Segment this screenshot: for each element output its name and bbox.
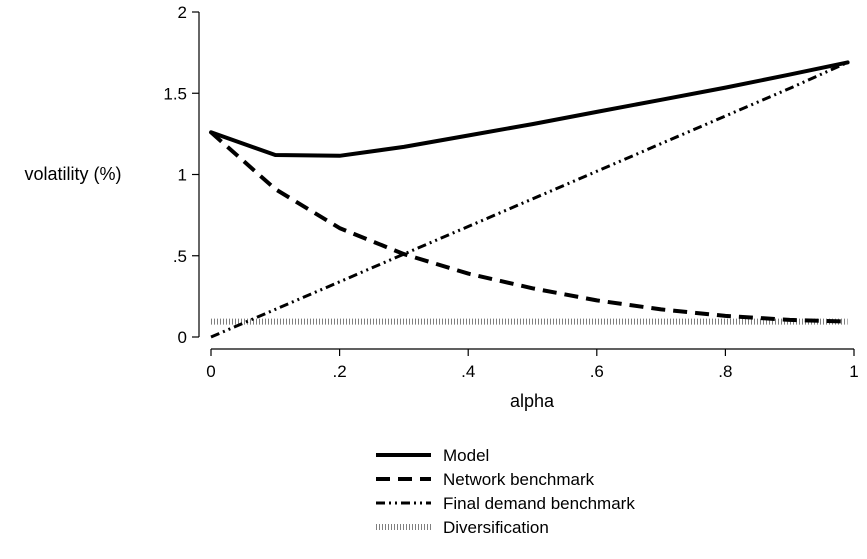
legend-label: Network benchmark bbox=[443, 470, 595, 489]
y-tick-label: 1 bbox=[178, 166, 187, 185]
series-line-model bbox=[209, 60, 850, 158]
legend: Model Network benchmark Final demand bench… bbox=[376, 446, 635, 537]
x-axis-title: alpha bbox=[510, 391, 555, 411]
y-tick-label: 2 bbox=[178, 3, 187, 22]
x-tick-label: 1 bbox=[849, 362, 858, 381]
x-tick-label: 0 bbox=[206, 362, 215, 381]
legend-label: Final demand benchmark bbox=[443, 494, 635, 513]
y-tick-label: 0 bbox=[178, 328, 187, 347]
series-line-final-demand-benchmark bbox=[210, 61, 849, 339]
y-tick-label: 1.5 bbox=[163, 84, 187, 103]
y-tick-label: .5 bbox=[173, 247, 187, 266]
x-tick-label: .2 bbox=[333, 362, 347, 381]
x-tick-label: .8 bbox=[718, 362, 732, 381]
x-tick-label: .6 bbox=[590, 362, 604, 381]
series-line-network-benchmark bbox=[209, 130, 848, 324]
y-axis-title: volatility (%) bbox=[24, 164, 121, 184]
legend-label: Diversification bbox=[443, 518, 549, 537]
series-layer bbox=[209, 60, 850, 339]
x-ticks: 0 .2 .4 .6 .8 1 bbox=[206, 349, 859, 381]
legend-label: Model bbox=[443, 446, 489, 465]
x-tick-label: .4 bbox=[461, 362, 475, 381]
y-ticks: 0 .5 1 1.5 2 bbox=[163, 3, 199, 347]
